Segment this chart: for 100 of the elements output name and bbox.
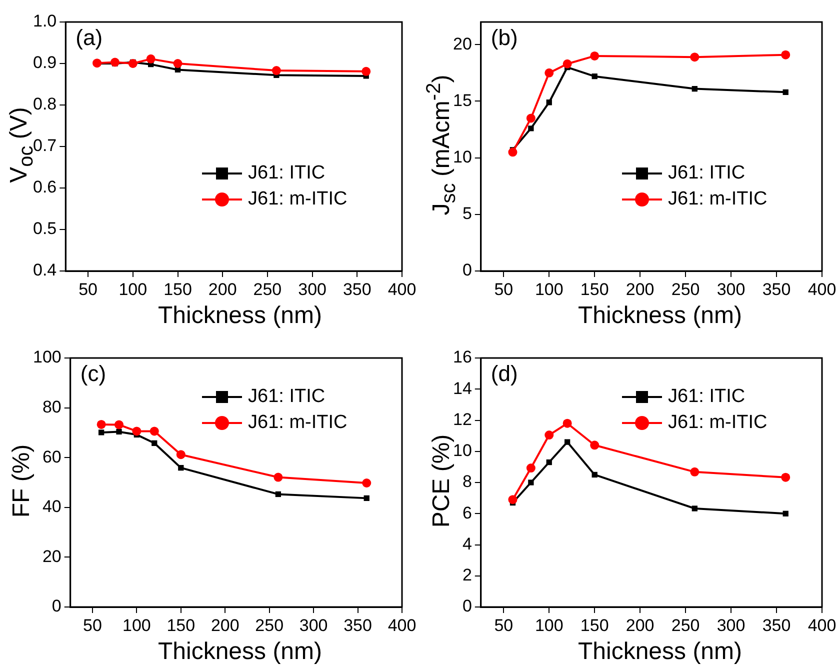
x-tick-label: 350	[762, 616, 791, 635]
point	[508, 495, 518, 504]
y-tick-label: 16	[452, 348, 472, 367]
y-tick-label: 40	[42, 497, 62, 516]
y-tick-label: 0.7	[32, 136, 57, 156]
x-tick-label: 150	[580, 280, 609, 299]
legend-label: J61: m-ITIC	[248, 188, 348, 210]
y-axis-title: FF (%)	[8, 444, 36, 518]
y-tick-label: 8	[462, 472, 472, 492]
point	[173, 59, 182, 68]
y-tick-label: 0.6	[32, 178, 57, 197]
legend-label: J61: m-ITIC	[668, 188, 768, 210]
point	[272, 66, 281, 76]
x-tick-label: 200	[626, 616, 654, 635]
legend-label: J61: ITIC	[668, 162, 746, 184]
point	[176, 450, 186, 460]
y-tick-label: 0.9	[32, 53, 57, 72]
y-tick-label: 0.5	[32, 219, 57, 238]
point	[592, 472, 598, 478]
point	[562, 418, 572, 428]
point	[782, 510, 788, 516]
y-tick-label: 4	[462, 534, 472, 554]
x-tick-label: 250	[671, 616, 700, 635]
x-tick-label: 400	[388, 616, 416, 635]
point	[116, 428, 122, 435]
annotation: (a)	[76, 25, 103, 50]
x-tick-label: 50	[494, 616, 514, 635]
x-tick-label: 150	[164, 280, 192, 299]
x-tick-label: 50	[78, 280, 98, 299]
point	[782, 89, 788, 95]
x-axis-title: Thickness (nm)	[158, 638, 322, 666]
x-tick-label: 100	[122, 616, 151, 635]
point	[781, 50, 790, 60]
y-tick-label: 2	[462, 566, 472, 585]
y-tick-label: 0	[52, 596, 62, 616]
point	[690, 467, 700, 476]
x-axis-title: Thickness (nm)	[578, 302, 742, 330]
x-tick-label: 50	[494, 280, 514, 299]
y-tick-label: 10	[452, 441, 472, 460]
y-tick-label: 12	[452, 410, 472, 429]
x-tick-label: 350	[762, 280, 791, 299]
y-tick-label: 0.8	[32, 94, 57, 114]
point	[544, 430, 554, 440]
point	[692, 86, 698, 92]
x-tick-label: 250	[253, 280, 282, 299]
y-tick-label: 60	[42, 447, 62, 466]
x-tick-label: 400	[388, 280, 416, 299]
x-tick-label: 400	[808, 280, 836, 299]
point	[562, 59, 572, 68]
point	[364, 495, 370, 502]
point	[96, 420, 106, 429]
point	[152, 440, 158, 446]
point	[544, 68, 554, 78]
point	[98, 430, 104, 436]
annotation: (c)	[80, 361, 106, 386]
x-tick-label: 150	[166, 616, 196, 635]
point	[692, 506, 698, 512]
point	[564, 439, 570, 445]
point	[508, 148, 518, 157]
x-tick-label: 300	[716, 280, 746, 299]
x-tick-label: 100	[118, 280, 148, 299]
legend-label: J61: m-ITIC	[668, 412, 768, 434]
y-tick-label: 10	[452, 148, 472, 167]
point	[128, 59, 138, 68]
point	[362, 66, 371, 76]
x-tick-label: 150	[580, 616, 609, 635]
point	[150, 426, 159, 436]
legend-label: J61: ITIC	[668, 386, 746, 408]
legend-label: J61: m-ITIC	[248, 412, 348, 434]
y-tick-label: 0	[462, 260, 472, 280]
x-tick-label: 300	[298, 280, 326, 299]
x-tick-label: 350	[344, 616, 372, 635]
legend-label: J61: ITIC	[248, 386, 326, 408]
x-tick-label: 100	[534, 616, 564, 635]
point	[362, 478, 372, 488]
point	[592, 74, 598, 80]
point	[590, 51, 600, 60]
x-tick-label: 200	[208, 280, 237, 299]
point	[526, 464, 536, 473]
point	[110, 58, 120, 67]
point	[781, 472, 790, 482]
y-tick-label: 5	[462, 204, 472, 224]
point	[546, 459, 552, 466]
x-tick-label: 400	[808, 616, 836, 635]
point	[546, 100, 552, 106]
point	[528, 126, 534, 132]
point	[114, 420, 124, 430]
x-axis-title: Thickness (nm)	[578, 638, 742, 666]
point	[274, 472, 283, 482]
y-tick-label: 1.0	[32, 12, 57, 31]
x-tick-label: 200	[626, 280, 654, 299]
y-tick-label: 6	[462, 503, 472, 522]
point	[178, 464, 184, 471]
x-tick-label: 250	[255, 616, 284, 635]
y-tick-label: 20	[42, 546, 62, 566]
y-tick-label: 0.4	[32, 260, 57, 280]
point	[590, 440, 600, 450]
x-tick-label: 250	[671, 280, 700, 299]
x-tick-label: 350	[342, 280, 372, 299]
y-tick-label: 80	[42, 397, 62, 416]
